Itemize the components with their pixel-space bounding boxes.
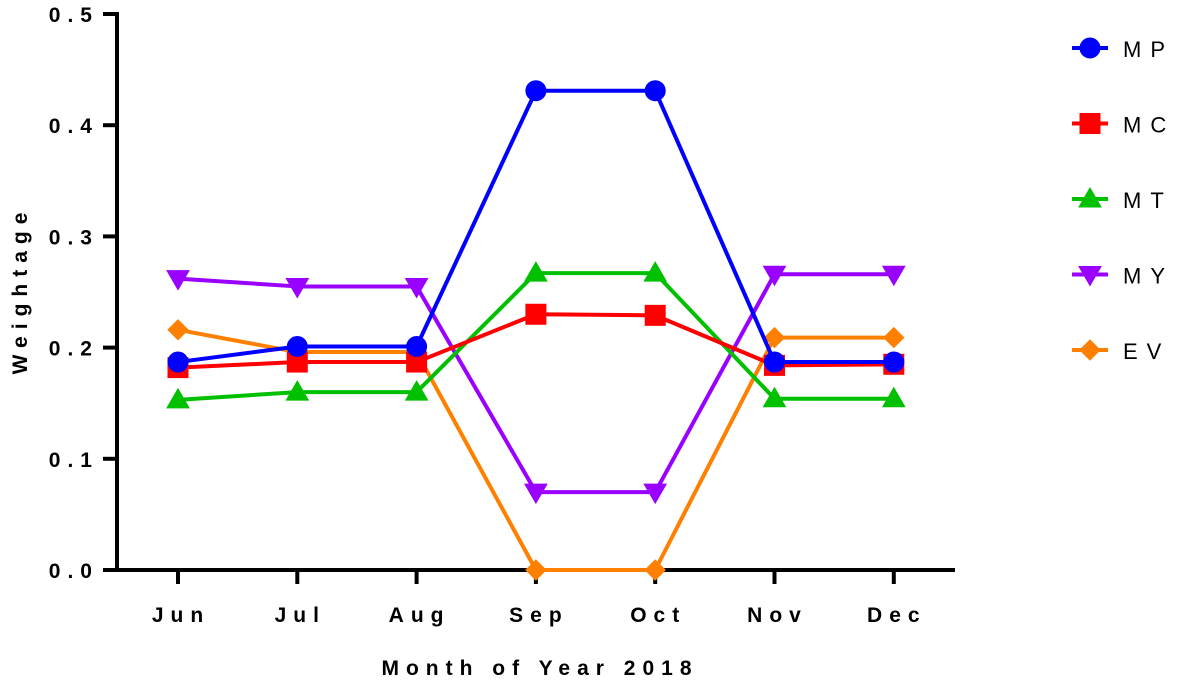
legend-item-mt: MT [1072, 187, 1173, 213]
legend-marker-ev [1079, 339, 1101, 361]
data-point-my [404, 277, 429, 299]
legend-label: EV [1123, 339, 1170, 364]
x-tick-label: Dec [867, 604, 927, 627]
data-point-ev [167, 319, 189, 341]
data-point-my [881, 265, 906, 287]
data-point-mt [166, 387, 190, 409]
x-ticks: Jun Jul Aug Sep Oct Nov Dec [152, 570, 927, 627]
data-point-ev [525, 559, 547, 581]
legend-marker-my [1078, 266, 1102, 287]
series-ev [167, 319, 905, 581]
data-point-mt [404, 380, 429, 401]
data-point-mp [167, 351, 189, 373]
data-point-my [762, 265, 787, 287]
y-tick-label: 0.0 [49, 560, 99, 583]
legend-item-my: MY [1072, 264, 1174, 289]
y-tick-label: 0.2 [49, 338, 99, 361]
series-mt [166, 261, 906, 409]
legend-marker-mc [1079, 113, 1101, 134]
data-point-mt [285, 380, 310, 401]
legend-marker-mp [1079, 37, 1101, 59]
y-axis-title: Weightage [9, 206, 32, 375]
x-tick-label: Oct [630, 604, 686, 627]
data-point-mp [764, 351, 785, 373]
legend-marker-mt [1078, 187, 1102, 208]
data-point-mp [644, 80, 666, 102]
legend-label: MT [1123, 188, 1173, 213]
data-point-mt [643, 261, 668, 282]
data-point-ev [763, 326, 786, 349]
legend-label: MY [1123, 264, 1174, 289]
y-tick-label: 0.4 [49, 115, 99, 138]
data-point-my [285, 277, 310, 299]
x-tick-label: Sep [509, 604, 569, 627]
legend-item-ev: EV [1072, 339, 1170, 364]
x-axis-title: Month of Year 2018 [381, 657, 698, 680]
data-point-mt [524, 261, 548, 282]
data-point-my [166, 270, 190, 291]
data-point-my [643, 483, 668, 505]
x-tick-label: Aug [389, 604, 451, 627]
y-tick-label: 0.5 [49, 4, 99, 27]
data-point-ev [883, 326, 905, 349]
y-tick-label: 0.1 [49, 449, 99, 472]
y-ticks: 0.0 0.1 0.2 0.3 0.4 0.5 [49, 4, 117, 583]
data-point-mc [525, 303, 547, 325]
legend-label: MP [1123, 37, 1174, 62]
series-mc [167, 303, 905, 379]
data-point-ev [644, 559, 666, 581]
legend-label: MC [1123, 113, 1175, 138]
data-point-mt [881, 386, 906, 408]
series-mp [167, 80, 905, 373]
x-tick-label: Nov [747, 604, 808, 627]
legend-item-mp: MP [1072, 37, 1174, 62]
data-point-mp [406, 335, 428, 357]
data-point-mt [762, 386, 787, 408]
legend: MP MC MT MY EV [1072, 37, 1175, 364]
legend-item-mc: MC [1072, 113, 1175, 138]
series-my [166, 265, 906, 505]
x-tick-label: Jul [275, 604, 326, 627]
data-point-mc [644, 304, 666, 326]
data-point-mp [286, 335, 308, 357]
data-point-my [524, 483, 548, 505]
data-point-mp [525, 80, 547, 102]
series-layer [166, 80, 906, 581]
data-point-mp [883, 351, 905, 373]
x-tick-label: Jun [152, 604, 210, 627]
y-tick-label: 0.3 [49, 226, 99, 249]
